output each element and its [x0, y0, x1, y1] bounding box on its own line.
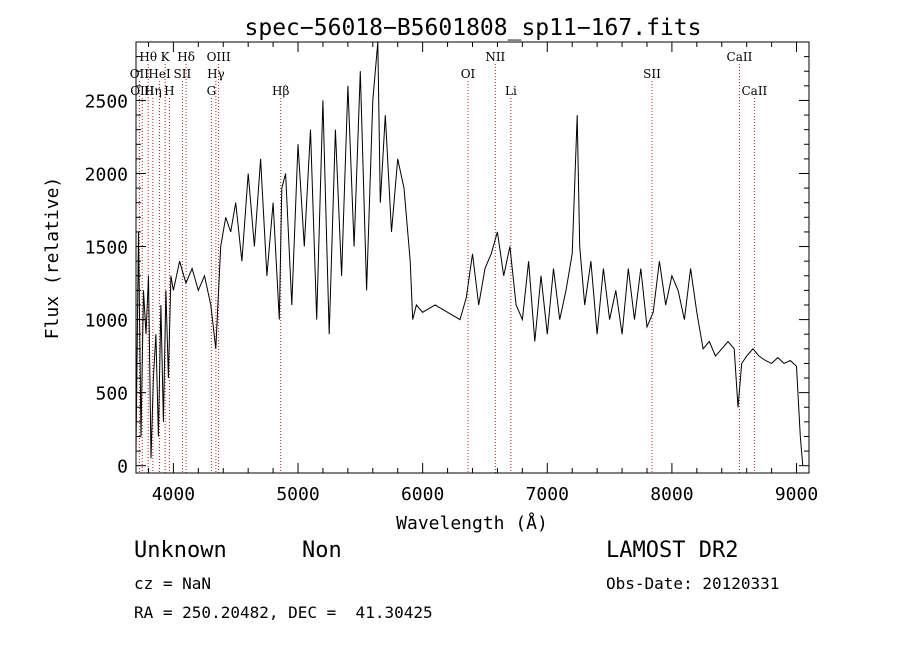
- x-axis-label: Wavelength (Å): [396, 512, 548, 534]
- x-tick-label-3: 7000: [526, 484, 569, 505]
- marker-label-5: CaII: [727, 50, 753, 64]
- marker-label-18: CaII: [741, 84, 767, 98]
- marker-label-11: SII: [643, 67, 661, 81]
- chart-title: spec−56018−B5601808_sp11−167.fits: [245, 15, 702, 41]
- marker-label-9: Hγ: [207, 67, 225, 81]
- y-axis-ticks: 0 500 1000 1500 2000 2500: [85, 56, 809, 478]
- marker-label-17: Li: [505, 84, 517, 98]
- redshift-value: cz = NaN: [134, 574, 212, 593]
- marker-label-15: G: [207, 84, 217, 98]
- observation-date: Obs-Date: 20120331: [606, 574, 780, 593]
- x-tick-label-0: 4000: [152, 484, 195, 505]
- spectrum-series-line: [135, 41, 804, 466]
- marker-label-4: NII: [485, 50, 505, 64]
- y-tick-label-3: 1500: [85, 238, 128, 259]
- y-tick-label-4: 2000: [85, 164, 128, 185]
- marker-label-3: OIII: [207, 50, 231, 64]
- marker-label-0: Hθ: [139, 50, 157, 64]
- y-tick-label-2: 1000: [85, 311, 128, 332]
- marker-label-13: Hη: [144, 84, 162, 98]
- y-tick-label-1: 500: [95, 384, 128, 405]
- survey-name: LAMOST DR2: [606, 538, 739, 563]
- object-subclass: Non: [302, 538, 342, 563]
- x-tick-label-5: 9000: [775, 484, 818, 505]
- marker-label-2: Hδ: [177, 50, 195, 64]
- marker-label-8: SII: [174, 67, 192, 81]
- x-axis-ticks: 4000 5000 6000 7000 8000 9000: [147, 42, 818, 505]
- marker-label-16: Hβ: [272, 84, 289, 98]
- y-axis-label: Flux (relative): [42, 177, 63, 340]
- coordinates: RA = 250.20482, DEC = 41.30425: [134, 603, 433, 622]
- marker-label-10: OI: [461, 67, 476, 81]
- marker-label-6: OII: [130, 67, 150, 81]
- y-tick-label-5: 2500: [85, 91, 128, 112]
- x-tick-label-4: 8000: [650, 484, 693, 505]
- marker-label-1: K: [161, 50, 171, 64]
- x-tick-label-2: 6000: [401, 484, 444, 505]
- x-tick-label-1: 5000: [276, 484, 319, 505]
- marker-label-7: HeI: [148, 67, 171, 81]
- object-class: Unknown: [134, 538, 227, 563]
- marker-label-14: H: [164, 84, 174, 98]
- y-tick-label-0: 0: [117, 457, 128, 478]
